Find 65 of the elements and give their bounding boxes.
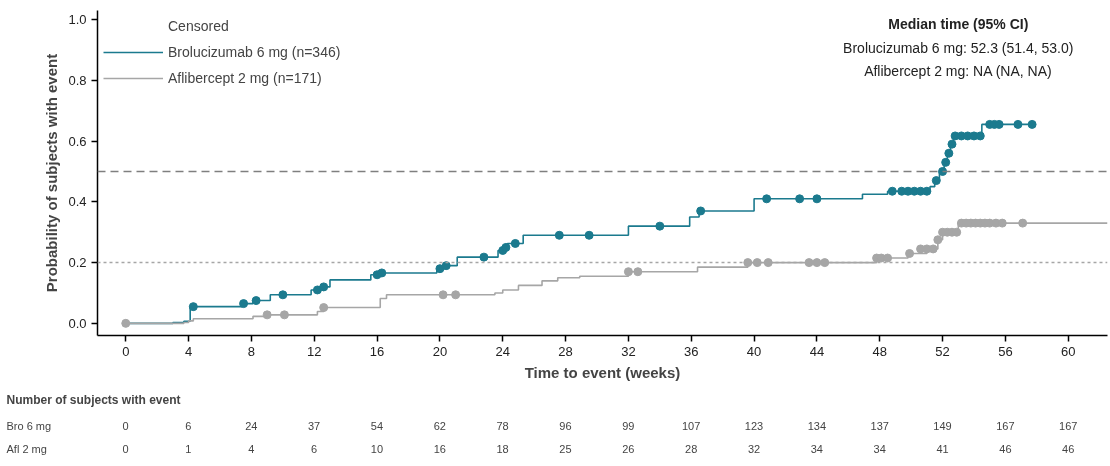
data-label: 134 [807,419,827,432]
legend-label: Brolucizumab 6 mg (n=346) [168,44,341,60]
x-tick-label: 24 [495,343,510,359]
y-tick-label: 0.2 [68,255,87,271]
data-label: 6 [185,419,192,432]
data-label: 34 [873,442,886,455]
x-tick-label: 8 [247,343,256,359]
annotation: Brolucizumab 6 mg: 52.3 (51.4, 53.0) [843,40,1074,57]
data-label: 99 [622,419,635,432]
data-label: 123 [744,419,764,432]
x-tick-label: 52 [935,343,950,359]
x-axis-title: Time to event (weeks) [524,363,681,381]
x-tick-label: 48 [872,343,887,359]
annotation: Median time (95% CI) [888,16,1029,33]
x-tick-label: 0 [122,343,130,359]
data-label: 10 [370,442,384,455]
legend-label: Aflibercept 2 mg (n=171) [168,70,322,86]
annotation: Aflibercept 2 mg: NA (NA, NA) [864,63,1052,80]
data-label: 28 [685,442,698,455]
data-label: 34 [810,442,823,455]
x-tick-label: 60 [1061,343,1076,359]
x-tick-label: 20 [432,343,448,359]
x-tick-label: 36 [684,343,699,359]
data-label: 46 [1062,442,1075,455]
data-label: 18 [496,442,509,455]
data-label: 46 [999,442,1012,455]
y-tick-label: 0.4 [68,194,87,210]
data-label: 78 [496,419,509,432]
y-axis-title: Probability of subjects with event [43,53,61,293]
x-tick-label: 28 [558,343,573,359]
data-label: 149 [933,419,952,432]
data-label: 37 [307,419,321,432]
data-label: 0 [122,442,129,455]
x-tick-label: 16 [369,343,385,359]
x-tick-label: 56 [998,343,1013,359]
data-label: 107 [681,419,701,432]
data-label: 16 [433,442,446,455]
data-label: 167 [1059,419,1078,432]
x-tick-label: 32 [621,343,636,359]
data-label: 62 [433,419,446,432]
data-label: 26 [622,442,635,455]
data-label: 167 [996,419,1015,432]
x-tick-label: 12 [307,343,322,359]
data-label: 32 [747,442,761,455]
y-tick-label: 1.0 [68,12,87,28]
data-label: 54 [370,419,384,432]
data-label: 137 [870,419,889,432]
x-tick-label: 40 [746,343,762,359]
data-label: 41 [936,442,949,455]
y-tick-label: 0.6 [68,133,87,149]
data-label: 1 [185,442,192,455]
y-tick-label: Bro 6 mg [6,419,52,432]
data-label: 25 [559,442,572,455]
data-label: 24 [245,419,258,432]
x-tick-label: 44 [809,343,825,359]
chart-title: Number of subjects with event [6,393,181,408]
y-tick-label: 0.8 [68,72,87,88]
data-label: 0 [122,419,129,432]
y-tick-label: Afl 2 mg [6,442,47,455]
x-tick-label: 4 [184,343,193,359]
data-label: 6 [311,442,318,455]
annotation: Censored [168,18,229,34]
data-label: 4 [248,442,255,455]
data-label: 96 [559,419,572,432]
y-tick-label: 0.0 [68,315,87,331]
